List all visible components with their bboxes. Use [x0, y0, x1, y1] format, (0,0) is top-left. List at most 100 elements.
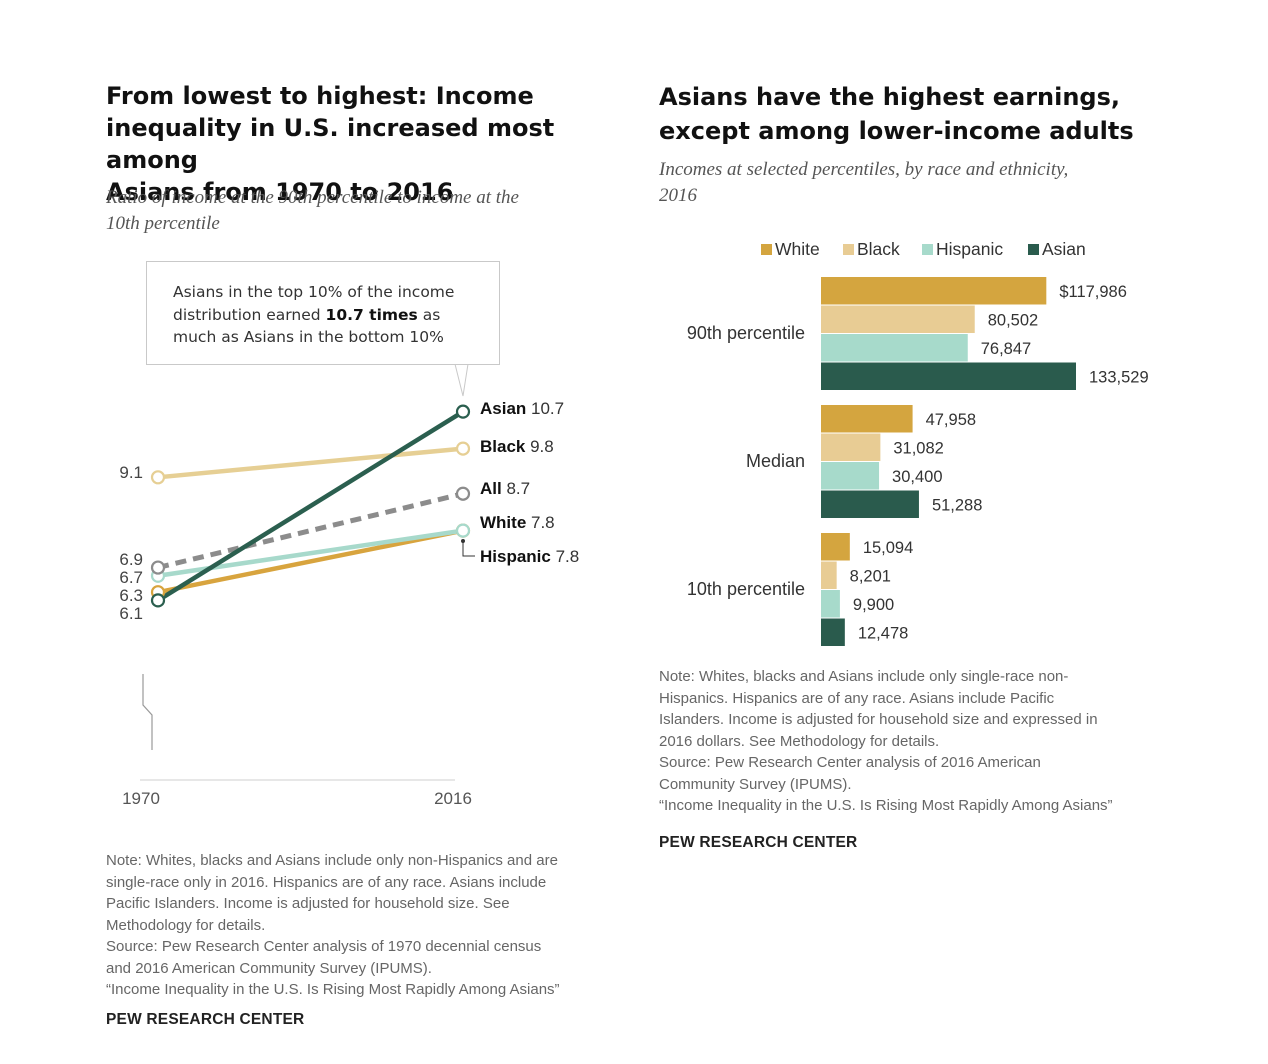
legend-swatch-black: [843, 244, 854, 255]
legend-label-white: White: [775, 239, 820, 259]
point-all-1970: [150, 560, 166, 575]
x-tick-label-1970: 1970: [122, 789, 160, 808]
left-title-line-1: From lowest to highest: Income: [106, 82, 534, 110]
end-label-white-value: 7.8: [526, 513, 554, 532]
start-label-hispanic: 6.7: [119, 568, 143, 587]
right-chart-subtitle: Incomes at selected percentiles, by race…: [659, 157, 1068, 209]
bar-value-10th-percentile-asian: 12,478: [858, 624, 908, 642]
bar-value-median-black: 31,082: [893, 439, 943, 457]
right-title-line-2: except among lower-income adults: [659, 117, 1134, 145]
end-label-all-name: All: [480, 479, 502, 498]
end-label-black: Black 9.8: [480, 437, 554, 456]
bar-90th-percentile-asian: [821, 362, 1076, 390]
bar-value-10th-percentile-black: 8,201: [850, 567, 891, 585]
bar-value-median-white: 47,958: [926, 411, 976, 429]
callout-line-2: distribution earned 10.7 times as: [173, 304, 487, 327]
hispanic-leader-line: [462, 541, 475, 557]
end-label-black-value: 9.8: [525, 437, 553, 456]
right-brand-label: PEW RESEARCH CENTER: [659, 834, 858, 851]
end-label-hispanic-value: 7.8: [551, 547, 579, 566]
legend-swatch-asian: [1028, 244, 1039, 255]
point-all-2016: [455, 486, 471, 501]
bar-value-10th-percentile-hispanic: 9,900: [853, 596, 894, 614]
left-note-line-3: Pacific Islanders. Income is adjusted fo…: [106, 895, 510, 912]
point-asian-2016: [455, 404, 471, 419]
left-subtitle-line-2: 10th percentile: [106, 213, 220, 234]
x-tick-label-2016: 2016: [434, 789, 472, 808]
right-title-line-1: Asians have the highest earnings,: [659, 83, 1121, 111]
bar-value-90th-percentile-white: $117,986: [1059, 283, 1127, 301]
right-note-line-5: Source: Pew Research Center analysis of …: [659, 754, 1041, 771]
y-axis-break: [142, 674, 153, 750]
callout-line-2-pre: distribution earned: [173, 305, 326, 324]
right-note-line-4: 2016 dollars. See Methodology for detail…: [659, 732, 940, 750]
legend-label-black: Black: [857, 239, 900, 259]
end-label-white: White 7.8: [480, 513, 555, 532]
bar-value-90th-percentile-black: 80,502: [988, 311, 1038, 329]
category-label-10th-percentile: 10th percentile: [687, 579, 805, 599]
left-note-line-1: Note: Whites, blacks and Asians include …: [106, 852, 558, 869]
right-subtitle-line-1: Incomes at selected percentiles, by race…: [659, 159, 1069, 180]
legend-label-asian: Asian: [1042, 239, 1086, 259]
end-label-hispanic: Hispanic 7.8: [480, 547, 579, 566]
bar-value-median-hispanic: 30,400: [892, 468, 942, 486]
line-white: [155, 528, 466, 595]
left-chart-note: Note: Whites, blacks and Asians include …: [106, 850, 560, 1001]
line-black: [155, 446, 466, 480]
bar-value-median-asian: 51,288: [932, 496, 982, 514]
left-chart-subtitle: Ratio of income at the 90th percentile t…: [106, 185, 519, 237]
right-note-line-2: Hispanics. Hispanics are of any race. As…: [659, 689, 1055, 707]
right-chart-title: Asians have the highest earnings, except…: [659, 80, 1134, 148]
bar-10th-percentile-hispanic: [821, 590, 840, 618]
category-label-90th-percentile: 90th percentile: [687, 323, 805, 343]
bar-90th-percentile-white: [821, 277, 1047, 305]
callout-pointer: [454, 363, 469, 397]
callout-line-2-bold: 10.7 times: [325, 305, 418, 324]
end-label-asian-value: 10.7: [526, 399, 564, 418]
bar-90th-percentile-hispanic: [821, 334, 968, 362]
category-label-median: Median: [746, 451, 805, 471]
callout-line-3: much as Asians in the bottom 10%: [173, 328, 444, 346]
start-label-black: 9.1: [119, 463, 143, 482]
bar-value-10th-percentile-white: 15,094: [863, 539, 913, 557]
point-hispanic-2016: [455, 523, 471, 538]
right-note-line-6: Community Survey (IPUMS).: [659, 775, 852, 793]
point-black-2016: [455, 441, 471, 456]
left-title-line-3: Asians from 1970 to 2016: [106, 178, 454, 206]
right-chart-panel: Asians have the highest earnings, except…: [640, 0, 1268, 1064]
end-label-white-name: White: [480, 513, 526, 532]
left-note-line-5: Source: Pew Research Center analysis of …: [106, 938, 542, 955]
start-label-white: 6.3: [119, 586, 143, 605]
bar-10th-percentile-white: [821, 533, 850, 561]
start-label-asian: 6.1: [119, 604, 143, 623]
bar-median-asian: [821, 490, 919, 518]
bar-90th-percentile-black: [821, 305, 975, 333]
left-note-line-4: Methodology for details.: [106, 916, 266, 934]
left-brand-label: PEW RESEARCH CENTER: [106, 1011, 305, 1028]
end-label-all: All 8.7: [480, 479, 530, 498]
left-title-line-2: inequality in U.S. increased most among: [106, 114, 555, 174]
left-note-line-2: single-race only in 2016. Hispanics are …: [106, 873, 547, 891]
right-chart-note: Note: Whites, blacks and Asians include …: [659, 666, 1113, 817]
income-percentile-bar-chart: White Black Hispanic Asian 90th percentile $…: [687, 239, 1149, 646]
left-chart-title: From lowest to highest: Income inequalit…: [106, 80, 640, 208]
bar-10th-percentile-asian: [821, 618, 845, 646]
bar-median-white: [821, 405, 913, 433]
bar-10th-percentile-black: [821, 561, 837, 589]
right-note-line-1: Note: Whites, blacks and Asians include …: [659, 668, 1069, 685]
bar-median-black: [821, 433, 881, 461]
point-asian-1970: [150, 593, 166, 608]
legend-label-hispanic: Hispanic: [936, 239, 1003, 259]
point-black-1970: [150, 470, 166, 485]
asian-ratio-callout: Asians in the top 10% of the income dist…: [146, 261, 500, 365]
callout-line-2-post: as: [417, 305, 441, 324]
end-label-hispanic-name: Hispanic: [480, 547, 551, 566]
left-subtitle-line-1: Ratio of income at the 90th percentile t…: [106, 187, 519, 208]
legend-swatch-white: [761, 244, 772, 255]
right-note-line-3: Islanders. Income is adjusted for househ…: [659, 711, 1098, 728]
line-all: [157, 491, 464, 571]
callout-line-1: Asians in the top 10% of the income: [173, 283, 455, 301]
left-chart-panel: From lowest to highest: Income inequalit…: [106, 80, 640, 1028]
end-label-asian: Asian 10.7: [480, 399, 564, 418]
